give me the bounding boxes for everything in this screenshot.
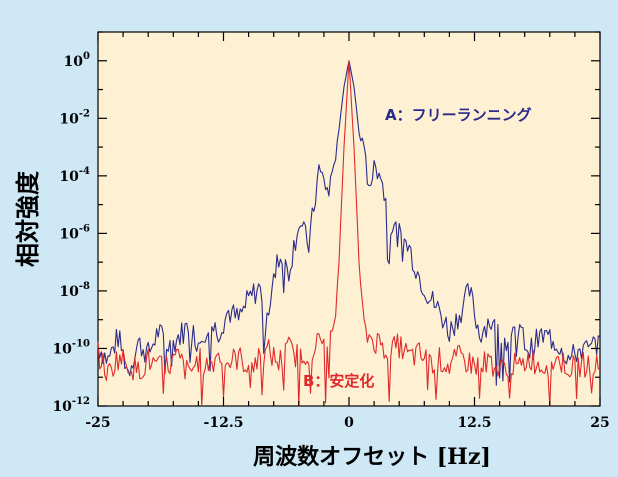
x-tick-label: 25	[590, 415, 609, 431]
series-line-b	[97, 60, 601, 407]
ticks-layer: 100 10-2 10-4 10-6 10-8 10-10 10-12-25 -12.5 0 12…	[52, 31, 610, 431]
x-tick-label: -25	[85, 415, 110, 431]
y-tick-label: 10-8	[59, 281, 90, 300]
series-a-label: A：フリーランニング	[385, 106, 532, 124]
y-tick-label: 10-12	[52, 396, 90, 415]
x-axis-title: 周波数オフセット [Hz]	[253, 444, 491, 470]
series-b-label: B：安定化	[303, 372, 374, 390]
y-tick-label: 10-10	[52, 338, 90, 357]
x-tick-label: 0	[344, 415, 354, 431]
y-tick-label: 100	[64, 51, 90, 70]
y-tick-label: 10-6	[59, 223, 90, 242]
y-axis-title: 相対強度	[13, 170, 42, 267]
x-tick-label: -12.5	[204, 415, 244, 431]
x-tick-label: 12.5	[457, 415, 491, 431]
plot-area	[97, 31, 601, 407]
y-tick-label: 10-2	[59, 108, 90, 127]
series-layer	[97, 60, 601, 407]
y-tick-label: 10-4	[59, 166, 90, 185]
